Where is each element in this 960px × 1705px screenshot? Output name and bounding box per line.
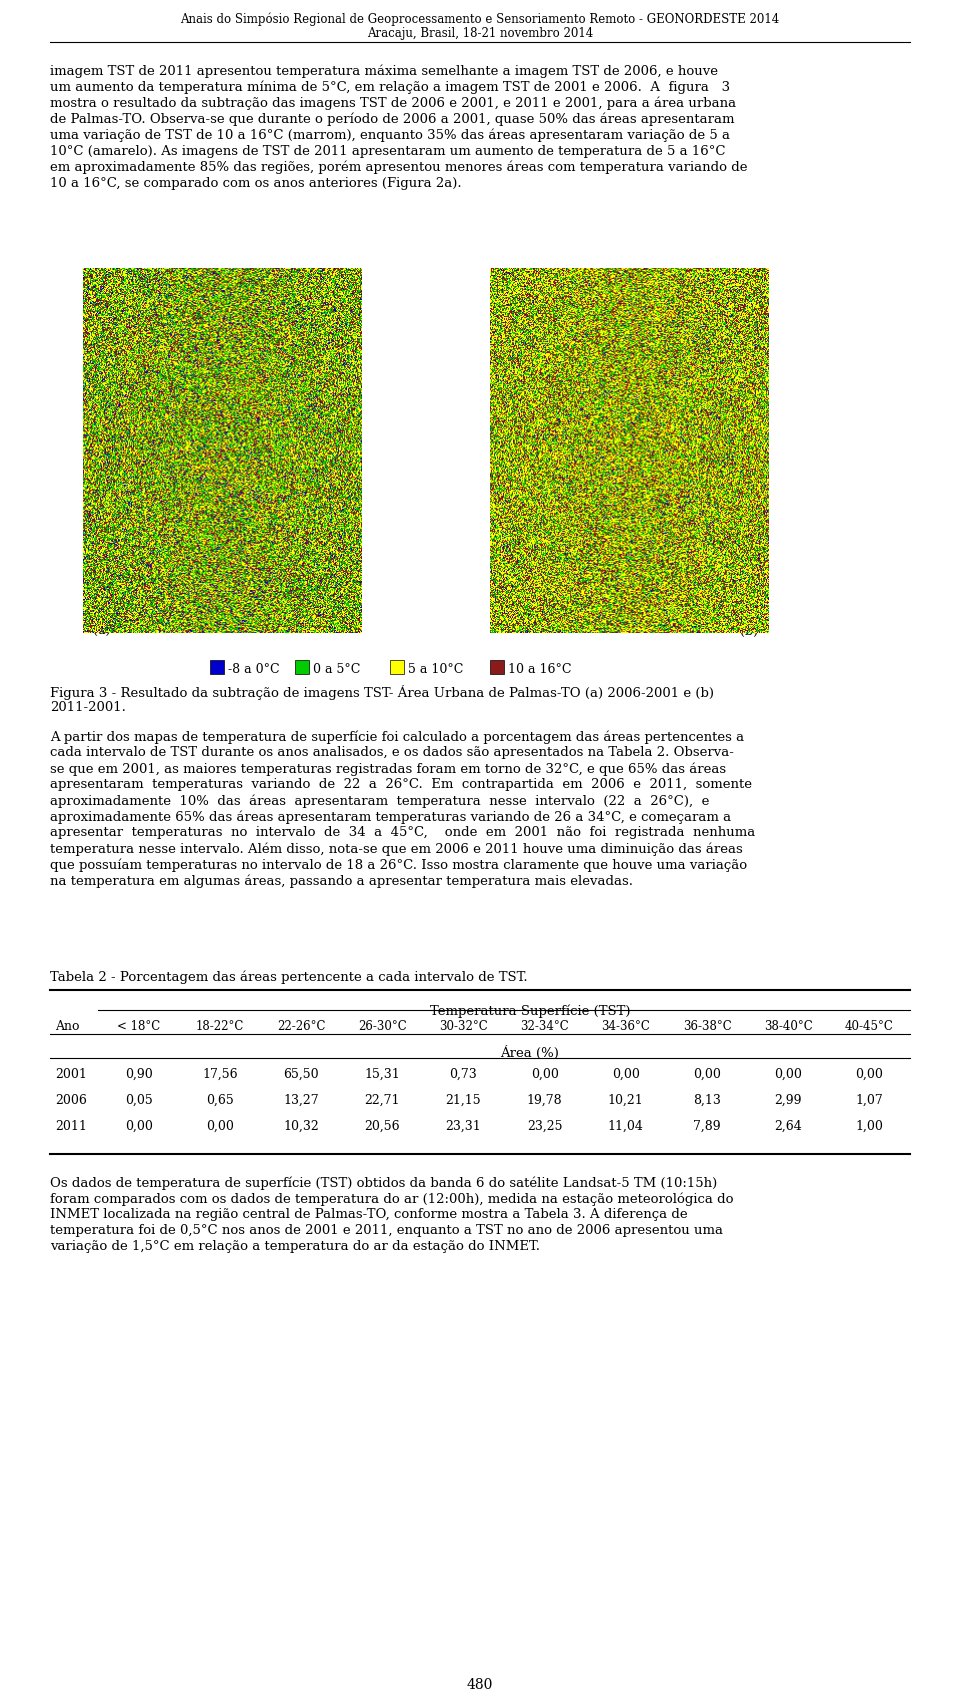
Text: 18-22°C: 18-22°C [196,1020,244,1033]
Text: 34-36°C: 34-36°C [601,1020,650,1033]
Text: Anais do Simpósio Regional de Geoprocessamento e Sensoriamento Remoto - GEONORDE: Anais do Simpósio Regional de Geoprocess… [180,12,780,26]
Text: foram comparados com os dados de temperatura do ar (12:00h), medida na estação m: foram comparados com os dados de tempera… [50,1192,733,1205]
Text: (b): (b) [740,626,758,638]
Text: 8,13: 8,13 [693,1095,721,1107]
Text: 0 a 5°C: 0 a 5°C [313,663,360,675]
Text: 7,89: 7,89 [693,1120,721,1134]
Text: mostra o resultado da subtração das imagens TST de 2006 e 2001, e 2011 e 2001, p: mostra o resultado da subtração das imag… [50,97,736,111]
Text: em aproximadamente 85% das regiões, porém apresentou menores áreas com temperatu: em aproximadamente 85% das regiões, poré… [50,160,748,174]
Text: 30-32°C: 30-32°C [439,1020,488,1033]
Text: 22,71: 22,71 [365,1095,400,1107]
Text: uma variação de TST de 10 a 16°C (marrom), enquanto 35% das áreas apresentaram v: uma variação de TST de 10 a 16°C (marrom… [50,130,730,143]
Text: apresentar  temperaturas  no  intervalo  de  34  a  45°C,    onde  em  2001  não: apresentar temperaturas no intervalo de … [50,825,756,839]
Text: 40-45°C: 40-45°C [845,1020,894,1033]
Text: 480: 480 [467,1678,493,1691]
Text: aproximadamente  10%  das  áreas  apresentaram  temperatura  nesse  intervalo  (: aproximadamente 10% das áreas apresentar… [50,795,709,808]
Text: 36-38°C: 36-38°C [683,1020,732,1033]
Text: 0,73: 0,73 [449,1067,477,1081]
Text: na temperatura em algumas áreas, passando a apresentar temperatura mais elevadas: na temperatura em algumas áreas, passand… [50,875,633,888]
Text: 32-34°C: 32-34°C [520,1020,569,1033]
Text: 0,00: 0,00 [531,1067,559,1081]
Text: apresentaram  temperaturas  variando  de  22  a  26°C.  Em  contrapartida  em  2: apresentaram temperaturas variando de 22… [50,777,752,791]
Text: aproximadamente 65% das áreas apresentaram temperaturas variando de 26 a 34°C, e: aproximadamente 65% das áreas apresentar… [50,810,732,824]
Text: 2,64: 2,64 [775,1120,802,1134]
Text: variação de 1,5°C em relação a temperatura do ar da estação do INMET.: variação de 1,5°C em relação a temperatu… [50,1240,540,1253]
Bar [390,660,404,673]
Text: 2,99: 2,99 [775,1095,802,1107]
Text: 10°C (amarelo). As imagens de TST de 2011 apresentaram um aumento de temperatura: 10°C (amarelo). As imagens de TST de 201… [50,145,726,159]
Text: se que em 2001, as maiores temperaturas registradas foram em torno de 32°C, e qu: se que em 2001, as maiores temperaturas … [50,762,726,776]
Text: Figura 3 - Resultado da subtração de imagens TST- Área Urbana de Palmas-TO (a) 2: Figura 3 - Resultado da subtração de ima… [50,685,714,701]
Text: -8 a 0°C: -8 a 0°C [228,663,279,675]
Text: Os dados de temperatura de superfície (TST) obtidos da banda 6 do satélite Lands: Os dados de temperatura de superfície (T… [50,1176,717,1190]
Text: Aracaju, Brasil, 18-21 novembro 2014: Aracaju, Brasil, 18-21 novembro 2014 [367,27,593,39]
Text: 23,31: 23,31 [445,1120,481,1134]
Text: 2001: 2001 [55,1067,86,1081]
Text: 10,21: 10,21 [608,1095,643,1107]
Text: 0,00: 0,00 [775,1067,803,1081]
Text: cada intervalo de TST durante os anos analisados, e os dados são apresentados na: cada intervalo de TST durante os anos an… [50,747,733,759]
Text: 26-30°C: 26-30°C [358,1020,407,1033]
Text: 11,04: 11,04 [608,1120,644,1134]
Text: 17,56: 17,56 [202,1067,238,1081]
Text: Ano: Ano [55,1020,80,1033]
Bar [490,660,504,673]
Text: temperatura nesse intervalo. Além disso, nota-se que em 2006 e 2011 houve uma di: temperatura nesse intervalo. Além disso,… [50,842,743,856]
Text: 2011-2001.: 2011-2001. [50,701,126,714]
Text: 0,00: 0,00 [612,1067,639,1081]
Text: temperatura foi de 0,5°C nos anos de 2001 e 2011, enquanto a TST no ano de 2006 : temperatura foi de 0,5°C nos anos de 200… [50,1224,723,1238]
Text: 38-40°C: 38-40°C [764,1020,812,1033]
Text: 19,78: 19,78 [527,1095,563,1107]
Text: imagem TST de 2011 apresentou temperatura máxima semelhante a imagem TST de 2006: imagem TST de 2011 apresentou temperatur… [50,65,718,78]
Text: que possuíam temperaturas no intervalo de 18 a 26°C. Isso mostra claramente que : que possuíam temperaturas no intervalo d… [50,858,747,871]
Text: 10,32: 10,32 [283,1120,319,1134]
Bar [295,660,309,673]
Text: 0,90: 0,90 [125,1067,153,1081]
Text: 2006: 2006 [55,1095,86,1107]
Text: Área (%): Área (%) [500,1045,560,1061]
Text: 65,50: 65,50 [283,1067,319,1081]
Text: < 18°C: < 18°C [117,1020,160,1033]
Text: 23,25: 23,25 [527,1120,563,1134]
Text: 0,00: 0,00 [693,1067,721,1081]
Text: de Palmas-TO. Observa-se que durante o período de 2006 a 2001, quase 50% das áre: de Palmas-TO. Observa-se que durante o p… [50,113,734,126]
Text: INMET localizada na região central de Palmas-TO, conforme mostra a Tabela 3. A d: INMET localizada na região central de Pa… [50,1209,687,1221]
Text: 21,15: 21,15 [445,1095,481,1107]
Text: A partir dos mapas de temperatura de superfície foi calculado a porcentagem das : A partir dos mapas de temperatura de sup… [50,730,744,743]
Text: Tabela 2 - Porcentagem das áreas pertencente a cada intervalo de TST.: Tabela 2 - Porcentagem das áreas pertenc… [50,970,528,984]
Text: um aumento da temperatura mínima de 5°C, em relação a imagem TST de 2001 e 2006.: um aumento da temperatura mínima de 5°C,… [50,82,731,94]
Text: 1,00: 1,00 [855,1120,883,1134]
Text: 0,00: 0,00 [125,1120,153,1134]
Text: 10 a 16°C: 10 a 16°C [508,663,571,675]
Text: 5 a 10°C: 5 a 10°C [408,663,464,675]
Text: 0,05: 0,05 [125,1095,153,1107]
Text: 2011: 2011 [55,1120,86,1134]
Text: 0,65: 0,65 [206,1095,233,1107]
Text: 15,31: 15,31 [365,1067,400,1081]
Text: 20,56: 20,56 [365,1120,400,1134]
Text: 10 a 16°C, se comparado com os anos anteriores (Figura 2a).: 10 a 16°C, se comparado com os anos ante… [50,177,462,189]
Text: 0,00: 0,00 [855,1067,883,1081]
Text: Temperatura Superfície (TST): Temperatura Superfície (TST) [430,1004,631,1018]
Bar [210,660,224,673]
Text: 13,27: 13,27 [283,1095,319,1107]
Text: (a): (a) [93,626,110,638]
Text: 1,07: 1,07 [855,1095,883,1107]
Text: 22-26°C: 22-26°C [276,1020,325,1033]
Text: 0,00: 0,00 [205,1120,233,1134]
